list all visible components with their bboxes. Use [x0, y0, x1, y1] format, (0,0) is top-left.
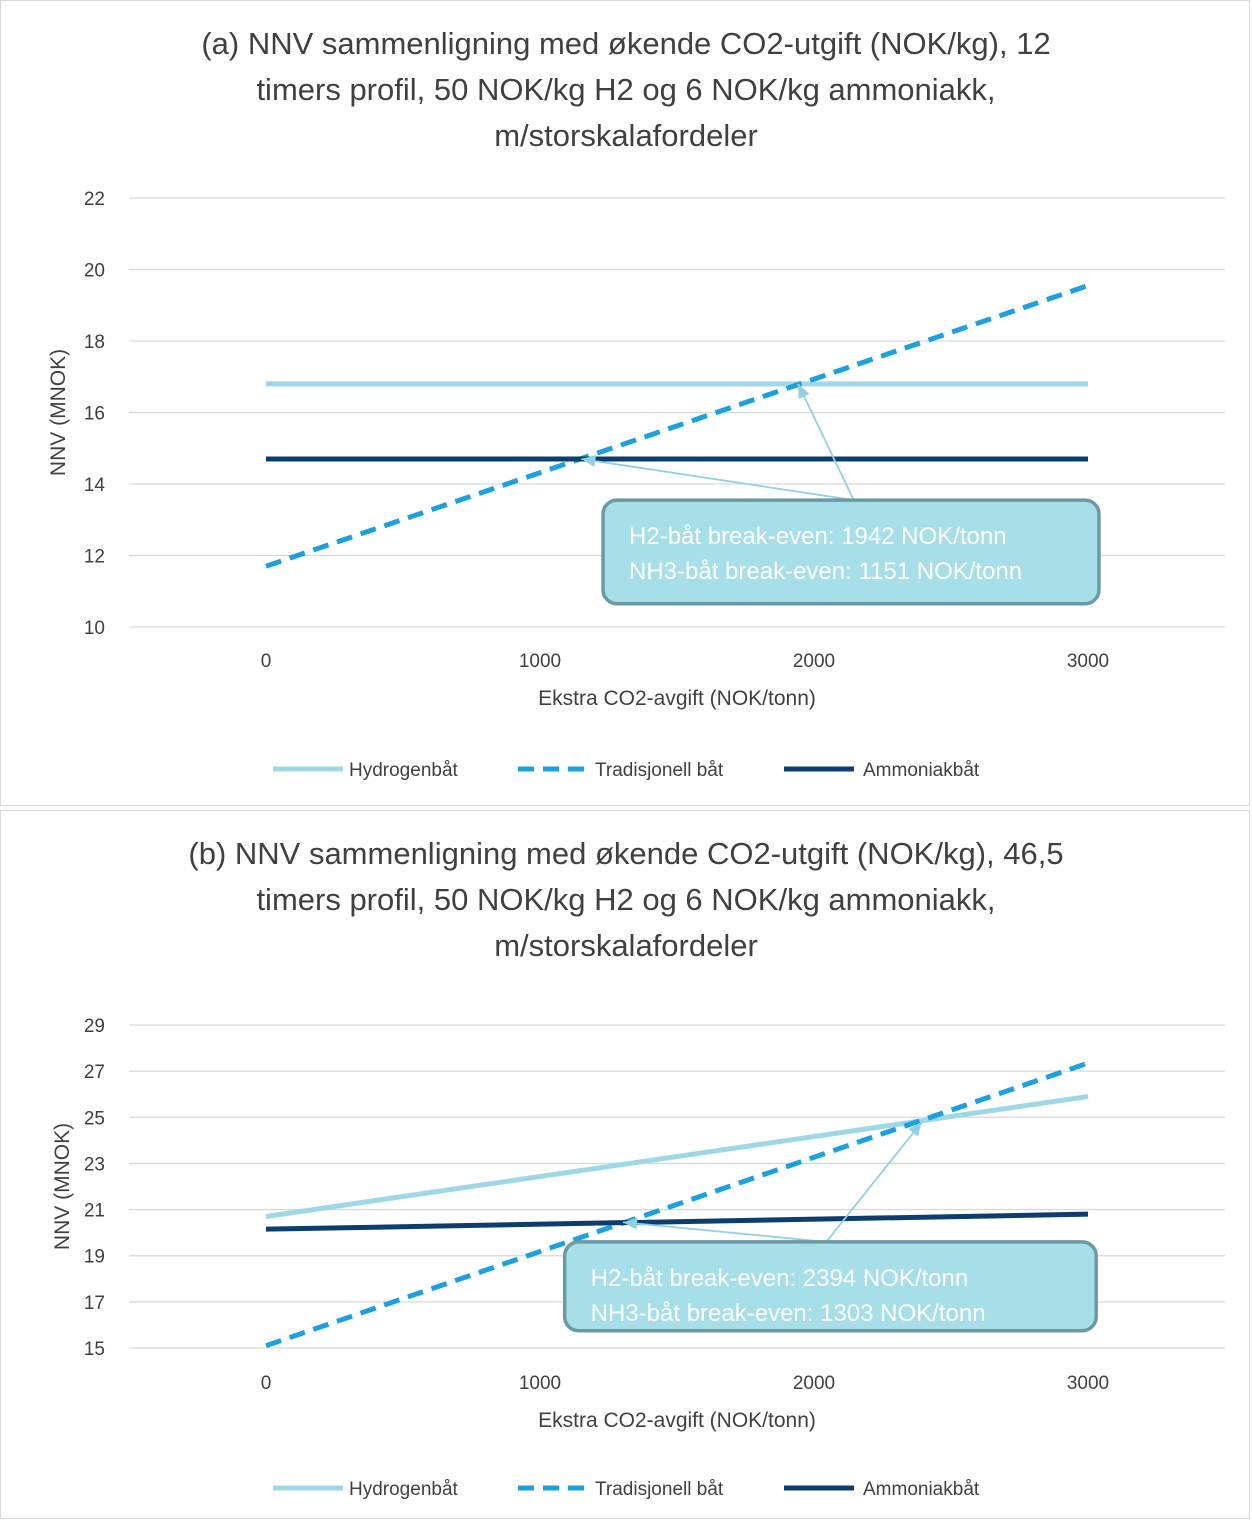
- chart-b-series-line-3: [265, 1211, 1089, 1232]
- chart-b-annotation-text-2: NH3-båt break-even: 1303 NOK/tonn: [591, 1300, 986, 1327]
- chart-a-y-axis-title: NNV (MNOK): [47, 349, 70, 476]
- chart-b-annotation-box: [562, 1240, 1098, 1333]
- chart-b-legend-label-2: Tradisjonell båt: [595, 1479, 724, 1500]
- chart-b-annotation-arrowhead-2: [623, 1217, 638, 1230]
- chart-b-y-tick-label: 25: [84, 1108, 105, 1129]
- chart-b-x-tick-label: 3000: [1067, 1373, 1109, 1394]
- chart-b-x-tick-label: 2000: [793, 1373, 835, 1394]
- chart-b-annotation-arrowhead-1: [908, 1121, 922, 1137]
- chart-a-title-line-1: (a) NNV sammenligning med økende CO2-utg…: [201, 26, 1050, 61]
- chart-b-series-line-1: [265, 1094, 1089, 1219]
- chart-b-x-tick-label: 1000: [519, 1373, 561, 1394]
- chart-a-annotation-text-2: NH3-båt break-even: 1151 NOK/tonn: [629, 558, 1022, 585]
- chart-b-annotation-text-1: H2-båt break-even: 2394 NOK/tonn: [591, 1265, 969, 1292]
- chart-a-annotation-text-1: H2-båt break-even: 1942 NOK/tonn: [629, 523, 1007, 550]
- chart-a-annotation-connector-1: [797, 383, 855, 501]
- chart-panel-a: (a) NNV sammenligning med økende CO2-utg…: [0, 0, 1250, 806]
- chart-a-y-tick-label: 20: [84, 261, 105, 282]
- chart-b-annotation-connector-2: [622, 1221, 827, 1243]
- chart-b-y-axis-title: NNV (MNOK): [51, 1123, 74, 1250]
- chart-a-y-tick-label: 12: [84, 547, 105, 568]
- chart-b-legend-label-3: Ammoniakbåt: [863, 1479, 980, 1500]
- chart-a-x-tick-label: 3000: [1067, 651, 1109, 672]
- chart-a-annotation-connector-2: [581, 458, 854, 501]
- chart-a-annotation-arrowhead-1: [798, 383, 810, 400]
- chart-a-legend-label-1: Hydrogenbåt: [349, 760, 459, 781]
- chart-b-svg: (b) NNV sammenligning med økende CO2-utg…: [51, 836, 1225, 1500]
- chart-a-legend-label-3: Ammoniakbåt: [863, 760, 980, 781]
- chart-a-annotation-box: [601, 498, 1101, 606]
- chart-a-x-axis-title: Ekstra CO2-avgift (NOK/tonn): [538, 687, 816, 710]
- chart-b-title-line-2: timers profil, 50 NOK/kg H2 og 6 NOK/kg …: [256, 882, 995, 917]
- chart-b-series-line-2: [265, 1060, 1089, 1349]
- chart-a-x-tick-label: 1000: [519, 651, 561, 672]
- chart-b-x-axis-title: Ekstra CO2-avgift (NOK/tonn): [538, 1409, 816, 1432]
- chart-b-title-line-1: (b) NNV sammenligning med økende CO2-utg…: [188, 836, 1063, 871]
- chart-a-series-line-2: [265, 283, 1089, 569]
- chart-a-y-tick-label: 22: [84, 189, 105, 210]
- chart-b-legend-label-1: Hydrogenbåt: [349, 1479, 459, 1500]
- chart-b-annotation-connector-1: [825, 1121, 923, 1243]
- chart-a-y-tick-label: 16: [84, 404, 105, 425]
- chart-a-annotation-arrowhead-2: [581, 455, 597, 467]
- chart-b-y-tick-label: 17: [84, 1293, 105, 1314]
- chart-a-x-tick-label: 0: [261, 651, 272, 672]
- chart-b-title-line-3: m/storskalafordeler: [494, 928, 758, 963]
- chart-a-legend-label-2: Tradisjonell båt: [595, 760, 724, 781]
- chart-a-svg: (a) NNV sammenligning med økende CO2-utg…: [47, 26, 1225, 781]
- chart-b-y-tick-label: 21: [84, 1201, 105, 1222]
- chart-b-x-tick-label: 0: [261, 1373, 272, 1394]
- chart-b-y-tick-label: 15: [84, 1339, 105, 1360]
- chart-b-y-tick-label: 29: [84, 1016, 105, 1037]
- chart-a-y-tick-label: 14: [84, 475, 106, 496]
- chart-a-x-tick-label: 2000: [793, 651, 835, 672]
- chart-a-y-tick-label: 10: [84, 618, 105, 639]
- chart-panel-b: (b) NNV sammenligning med økende CO2-utg…: [0, 810, 1250, 1519]
- chart-a-title-line-3: m/storskalafordeler: [494, 118, 758, 153]
- chart-b-y-tick-label: 19: [84, 1247, 105, 1268]
- chart-a-y-tick-label: 18: [84, 332, 105, 353]
- chart-b-y-tick-label: 27: [84, 1062, 105, 1083]
- chart-a-title-line-2: timers profil, 50 NOK/kg H2 og 6 NOK/kg …: [256, 72, 995, 107]
- chart-b-y-tick-label: 23: [84, 1154, 105, 1175]
